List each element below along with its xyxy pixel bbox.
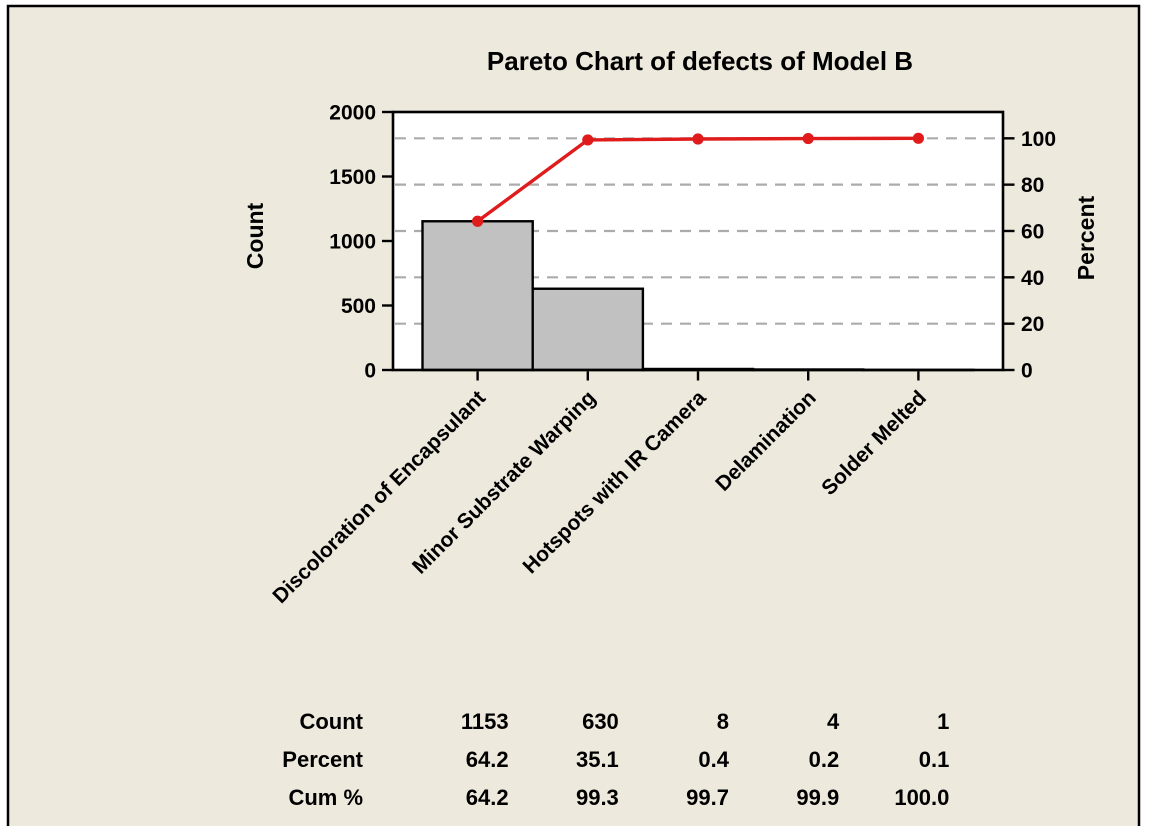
right-tick-label: 100 — [1021, 128, 1056, 151]
table-cell: 64.2 — [466, 785, 509, 810]
table-cell: 1 — [937, 709, 949, 734]
table-row-label: Percent — [282, 747, 363, 772]
table-cell: 64.2 — [466, 747, 509, 772]
chart-title: Pareto Chart of defects of Model B — [487, 46, 913, 76]
left-tick-label: 1000 — [329, 231, 376, 254]
left-tick-label: 500 — [341, 295, 376, 318]
right-tick-label: 20 — [1021, 313, 1044, 336]
cumulative-line-series — [472, 132, 925, 227]
table-cell: 4 — [827, 709, 840, 734]
cumulative-point — [582, 134, 594, 146]
cumulative-point — [692, 133, 704, 145]
table-cell: 99.7 — [686, 785, 729, 810]
table-cell: 630 — [582, 709, 619, 734]
cumulative-point — [802, 132, 814, 145]
left-tick-label: 1500 — [329, 166, 376, 189]
table-cell: 8 — [717, 709, 729, 734]
table-cell: 99.3 — [576, 785, 619, 810]
table-cell: 0.1 — [919, 747, 950, 772]
right-tick-label: 0 — [1021, 360, 1033, 383]
summary-table: Count 1153 630 8 4 1 Percent 64.2 35.1 0.4 0.2 0.1 C… — [282, 709, 949, 810]
bar-2 — [531, 287, 645, 372]
left-tick-label: 2000 — [329, 102, 376, 125]
table-cell: 100.0 — [894, 785, 949, 810]
right-axis-title: Percent — [1073, 195, 1099, 280]
cumulative-point — [912, 132, 925, 144]
left-tick-label: 0 — [364, 360, 376, 383]
right-axis: 0 20 40 60 80 100 — [1003, 128, 1056, 383]
left-axis: 0 500 1000 1500 2000 — [329, 102, 393, 383]
right-tick-label: 40 — [1021, 267, 1044, 290]
table-cell: 35.1 — [576, 747, 619, 772]
table-row-label: Count — [299, 709, 363, 734]
left-axis-title: Count — [242, 202, 268, 269]
table-row-label: Cum % — [288, 785, 363, 810]
table-cell: 99.9 — [796, 785, 839, 810]
right-tick-label: 60 — [1021, 220, 1044, 243]
table-cell: 0.4 — [698, 747, 729, 772]
table-cell: 1153 — [461, 709, 509, 734]
bar-1 — [421, 220, 534, 372]
right-tick-label: 80 — [1021, 174, 1044, 197]
table-cell: 0.2 — [809, 747, 840, 772]
cumulative-point — [472, 215, 484, 227]
